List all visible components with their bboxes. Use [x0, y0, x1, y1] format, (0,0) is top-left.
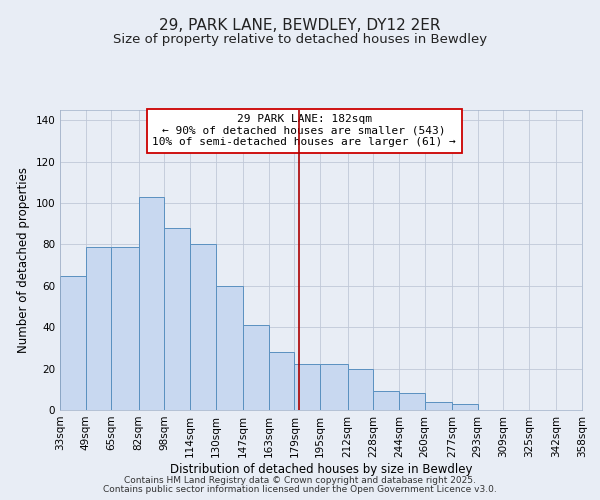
- Bar: [373, 392, 399, 410]
- Bar: [269, 352, 295, 410]
- Bar: [320, 364, 347, 410]
- Y-axis label: Number of detached properties: Number of detached properties: [17, 167, 30, 353]
- Bar: [452, 404, 478, 410]
- Bar: [139, 197, 164, 410]
- X-axis label: Distribution of detached houses by size in Bewdley: Distribution of detached houses by size …: [170, 462, 472, 475]
- Bar: [164, 228, 190, 410]
- Bar: [347, 368, 373, 410]
- Bar: [190, 244, 216, 410]
- Bar: [425, 402, 452, 410]
- Text: Contains HM Land Registry data © Crown copyright and database right 2025.: Contains HM Land Registry data © Crown c…: [124, 476, 476, 485]
- Text: 29 PARK LANE: 182sqm
← 90% of detached houses are smaller (543)
10% of semi-deta: 29 PARK LANE: 182sqm ← 90% of detached h…: [152, 114, 456, 148]
- Bar: [112, 246, 139, 410]
- Text: Size of property relative to detached houses in Bewdley: Size of property relative to detached ho…: [113, 32, 487, 46]
- Bar: [243, 325, 269, 410]
- Bar: [399, 394, 425, 410]
- Bar: [295, 364, 320, 410]
- Bar: [216, 286, 243, 410]
- Text: 29, PARK LANE, BEWDLEY, DY12 2ER: 29, PARK LANE, BEWDLEY, DY12 2ER: [159, 18, 441, 32]
- Bar: [86, 246, 112, 410]
- Text: Contains public sector information licensed under the Open Government Licence v3: Contains public sector information licen…: [103, 485, 497, 494]
- Bar: [60, 276, 86, 410]
